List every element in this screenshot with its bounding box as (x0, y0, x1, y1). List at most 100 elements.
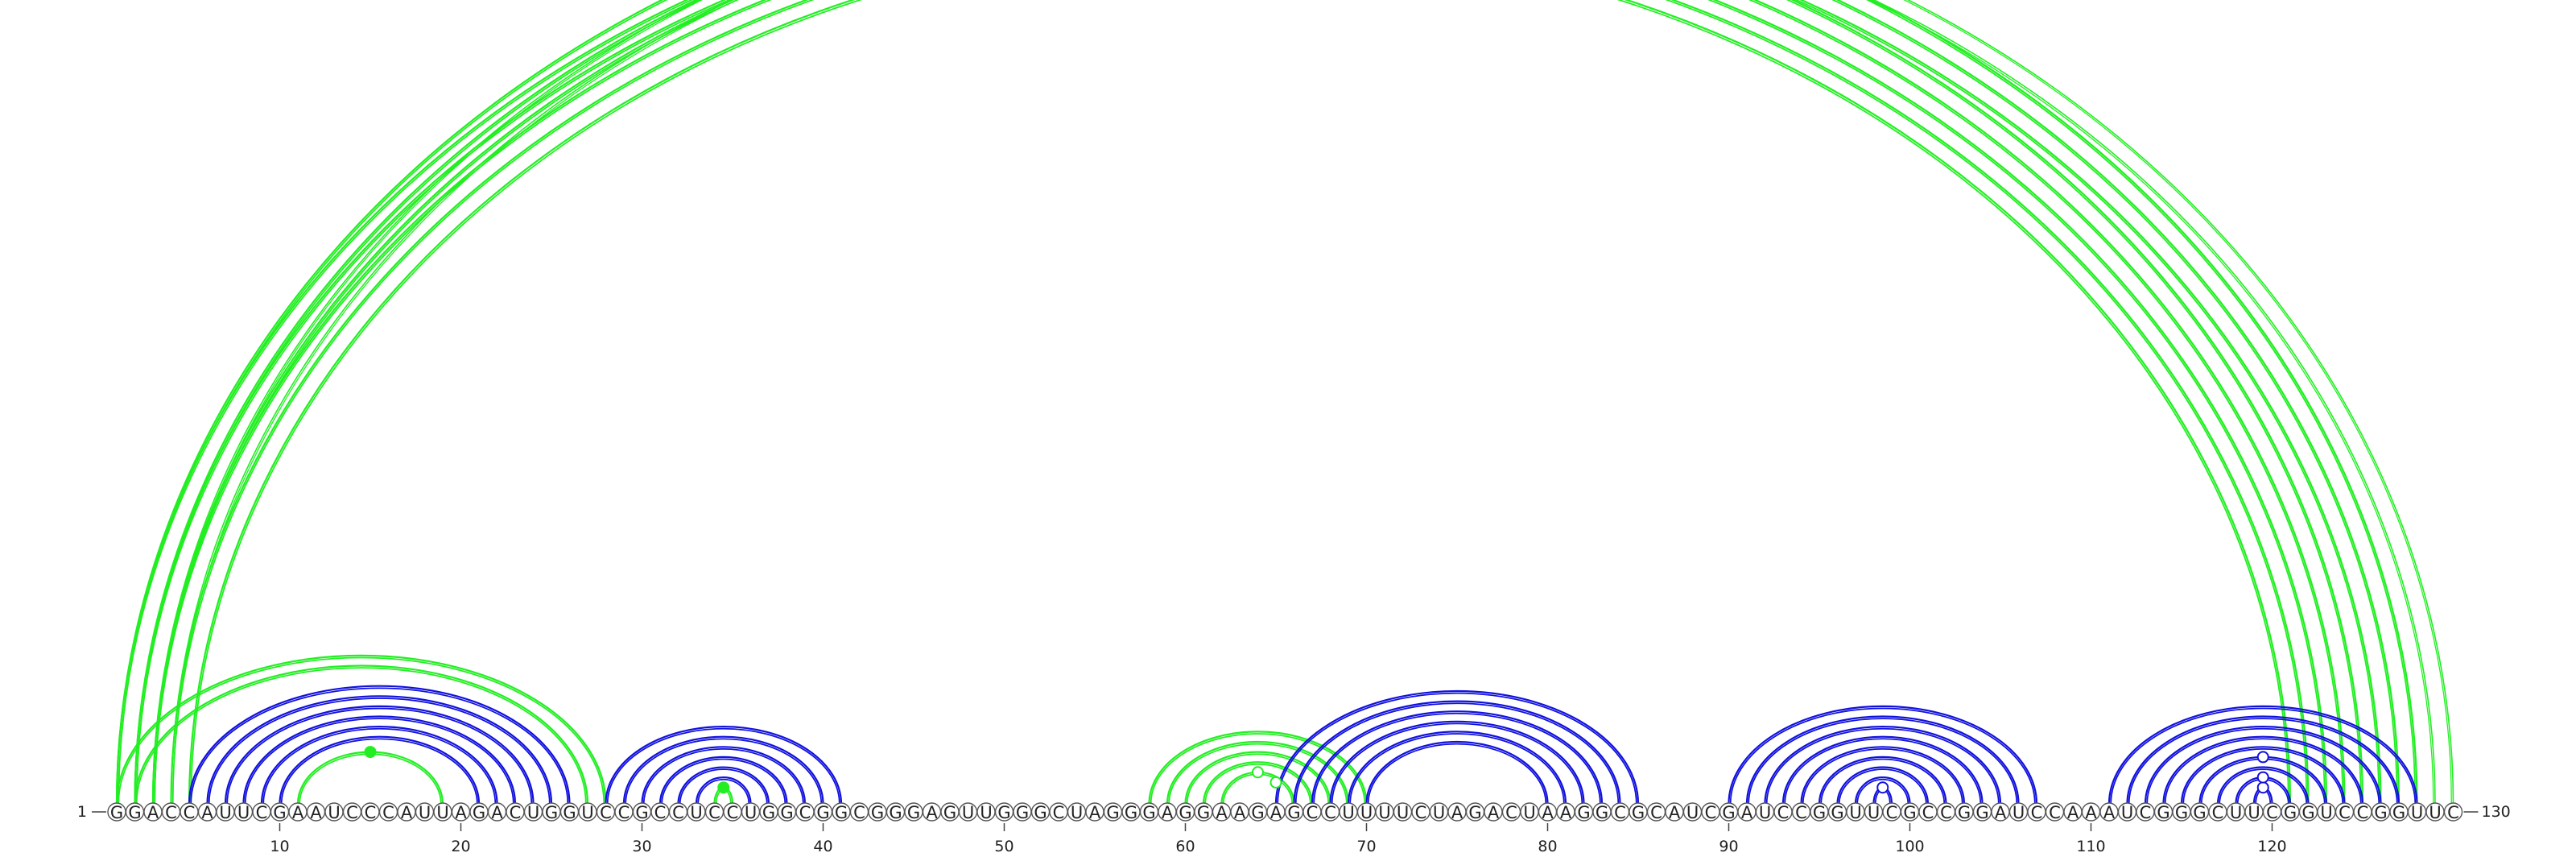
nucleotide: U (2226, 802, 2246, 822)
arc-inner-32-37 (679, 768, 768, 805)
arc-32-37 (677, 766, 770, 805)
arc-2-127 (134, 0, 2401, 805)
nucleotide: A (451, 802, 471, 822)
position-axis: 10 20 30 40 50 60 70 80 90 100 110 120 (270, 823, 2287, 855)
nucleotide: C (596, 802, 616, 822)
nucleotide: G (813, 802, 833, 822)
nucleotide-letter: A (147, 803, 159, 822)
arc-inner-67-83 (1313, 712, 1601, 805)
nucleotide-letter: C (1324, 803, 1336, 822)
arc-5-26 (188, 685, 571, 805)
nucleotide-letter: U (1868, 803, 1880, 822)
nucleotide: C (2045, 802, 2065, 822)
nucleotide: G (1465, 802, 1485, 822)
arc-97-100 (1854, 776, 1911, 805)
nucleotide: C (1302, 802, 1322, 822)
nucleotide-letter: G (907, 803, 920, 822)
nucleotide-letter: G (997, 803, 1010, 822)
arc-60-68 (1184, 751, 1331, 805)
nucleotide-letter: G (1958, 803, 1971, 822)
nucleotide-letter: A (2085, 803, 2097, 822)
nucleotide-letter: U (328, 803, 340, 822)
arc-112-127 (2126, 715, 2401, 805)
tick-label: 80 (1538, 838, 1557, 855)
arc-inner-111-128 (2110, 707, 2417, 805)
nucleotide-letter: U (1759, 803, 1771, 822)
arc-inner-30-39 (642, 748, 804, 805)
arc-91-106 (1745, 715, 2020, 805)
nucleotide: C (1411, 802, 1430, 822)
nucleotide-letter: G (2301, 803, 2314, 822)
nucleotide-letter: U (2230, 803, 2242, 822)
arc-33-36 (695, 776, 752, 805)
nucleotide: A (1447, 802, 1467, 822)
nucleotide: C (2353, 802, 2372, 822)
nucleotide: C (378, 802, 398, 822)
nucleotide: G (1629, 802, 1648, 822)
nucleotide-letter: C (2266, 803, 2278, 822)
tick-label: 20 (451, 838, 470, 855)
nucleotide: G (904, 802, 923, 822)
nucleotide-letter: U (219, 803, 231, 822)
nucleotide: G (469, 802, 489, 822)
nucleotide-letter: C (2357, 803, 2369, 822)
nucleotide-letter: G (780, 803, 793, 822)
arc-6-25 (206, 695, 553, 805)
nucleotide: U (216, 802, 235, 822)
arc-69-81 (1347, 731, 1567, 805)
nucleotide: G (2389, 802, 2409, 822)
arc-inner-3-126 (154, 0, 2380, 805)
nucleotide-letter: A (292, 803, 304, 822)
nucleotide-letter: U (419, 803, 431, 822)
nucleotide-letter: U (962, 803, 974, 822)
nucleotide: C (1610, 802, 1630, 822)
arc-inner-5-121 (190, 0, 2289, 805)
arc-inner-1-128 (118, 0, 2417, 805)
nucleotide: G (1175, 802, 1195, 822)
nucleotide-letter: G (1016, 803, 1029, 822)
nucleotide: G (1139, 802, 1159, 822)
arc-inner-58-70 (1150, 733, 1366, 805)
arc-70-80 (1365, 740, 1549, 805)
nucleotide-letter: U (980, 803, 992, 822)
arc-inner-60-68 (1186, 753, 1330, 805)
nucleotide-letter: G (871, 803, 884, 822)
nucleotide-letter: G (1106, 803, 1119, 822)
nucleotide-letter: A (455, 803, 467, 822)
nucleotide-letter: C (600, 803, 612, 822)
nucleotide: C (795, 802, 815, 822)
nucleotide-letter: C (799, 803, 811, 822)
nucleotide-letter: U (2248, 803, 2260, 822)
nucleotide: G (2153, 802, 2174, 822)
nucleotide: C (252, 802, 271, 822)
nucleotide: G (125, 802, 145, 822)
arc-90-107 (1728, 705, 2038, 805)
nucleotide-letter: C (382, 803, 394, 822)
arc-inner-66-84 (1294, 702, 1620, 805)
nucleotide: G (1900, 802, 1920, 822)
nucleotide-letter: U (1433, 803, 1445, 822)
tick-label: 100 (1895, 838, 1924, 855)
nucleotide-letter: A (1995, 803, 2007, 822)
arc-inner-97-100 (1856, 778, 1909, 805)
nucleotide-letter: C (618, 803, 630, 822)
nucleotide: U (1682, 802, 1703, 822)
nucleotide-letter: C (346, 803, 358, 822)
arc-58-70 (1148, 731, 1368, 805)
nucleotide-letter: U (436, 803, 448, 822)
nucleotide: G (1248, 802, 1268, 822)
nucleotide: A (1266, 802, 1286, 822)
arc-30-39 (641, 746, 807, 805)
nucleotide: G (107, 802, 126, 822)
arc-2-27 (134, 664, 589, 805)
arc-inner-7-24 (226, 707, 533, 805)
nucleotide: C (2334, 802, 2355, 822)
arc-inner-94-103 (1802, 748, 1963, 805)
arc-29-40 (622, 735, 824, 805)
nucleotide: A (2081, 802, 2101, 822)
nucleotide-letter: A (1234, 803, 1246, 822)
tick-label: 10 (270, 838, 289, 855)
arc-65-85 (1274, 689, 1640, 805)
arc-66-84 (1293, 700, 1621, 805)
nucleotide: A (397, 802, 416, 822)
